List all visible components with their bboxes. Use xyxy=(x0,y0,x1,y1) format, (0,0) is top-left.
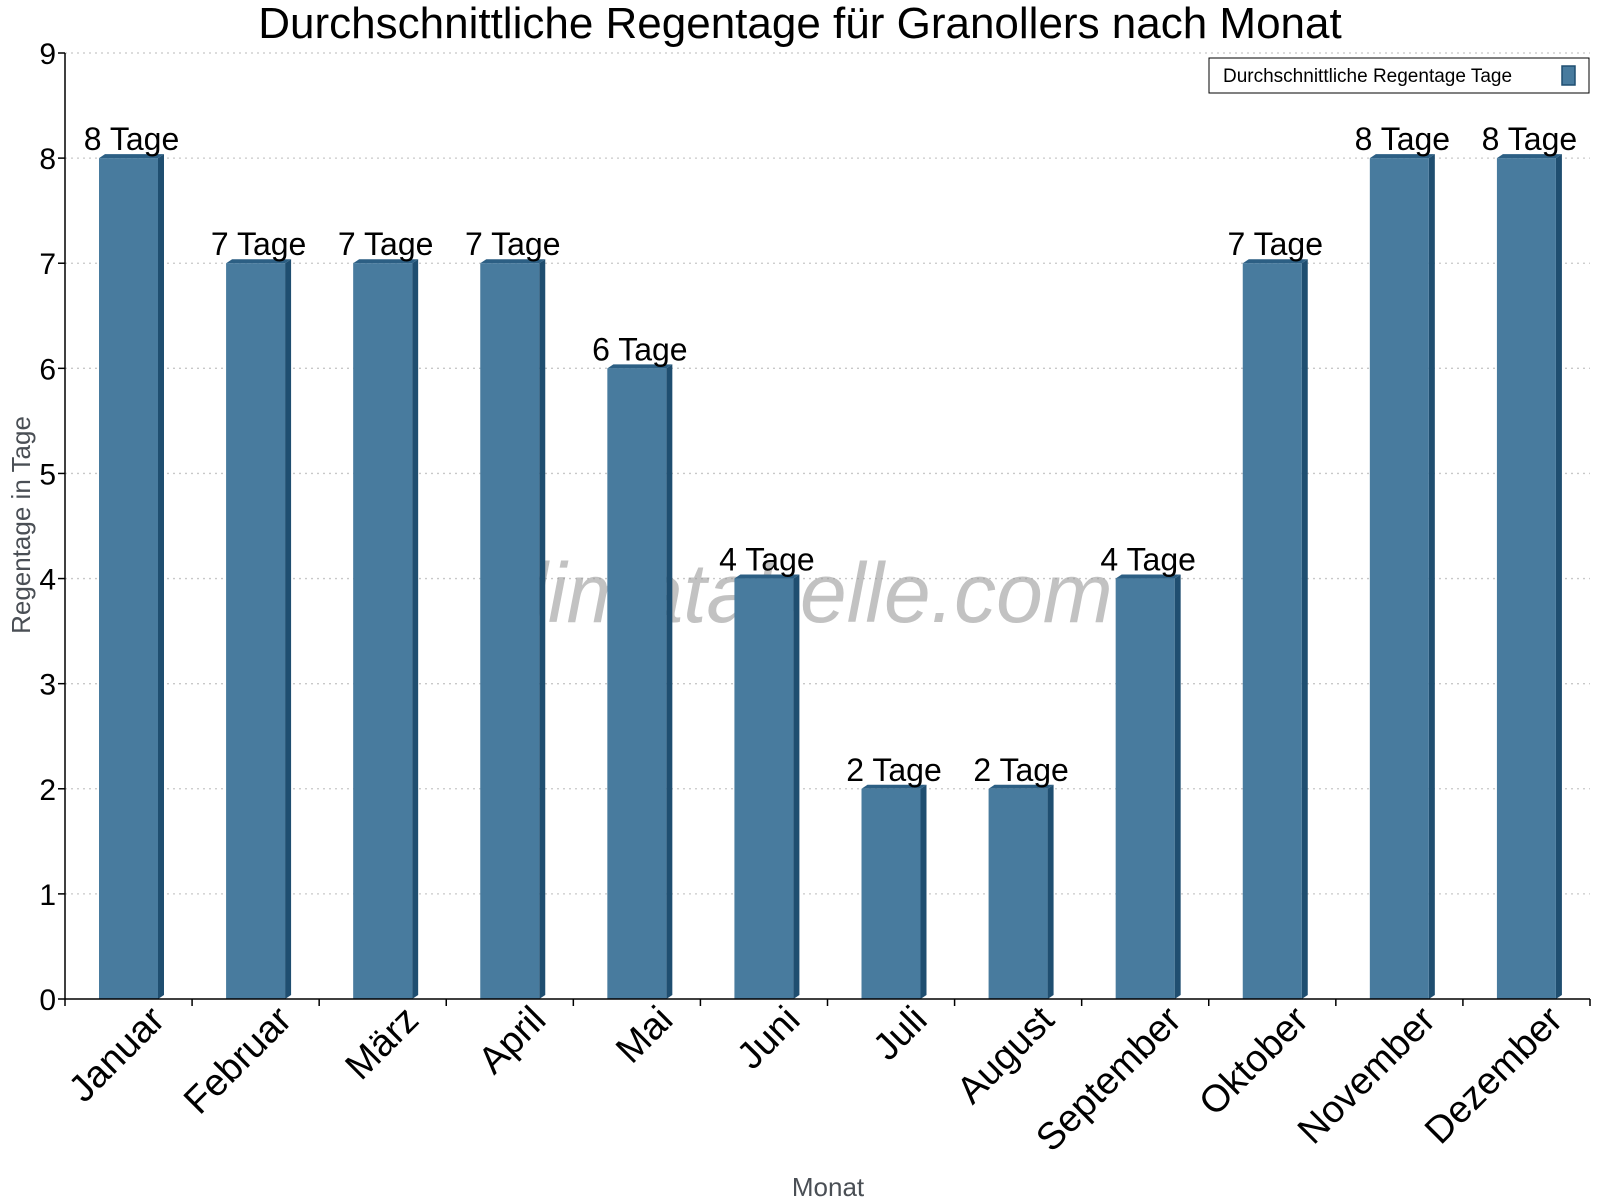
bar-top xyxy=(1242,259,1308,264)
grid-lines xyxy=(65,52,1590,895)
y-tick-label: 0 xyxy=(39,984,56,1017)
bar-top xyxy=(99,154,164,159)
data-label: 7 Tage xyxy=(1228,226,1324,262)
bar-front xyxy=(353,263,413,999)
bar-side xyxy=(1428,154,1435,1000)
bar-top xyxy=(607,364,673,369)
bar-side xyxy=(412,259,419,999)
data-label: 2 Tage xyxy=(973,752,1069,788)
bar-front xyxy=(1242,263,1302,999)
bar-side xyxy=(1174,574,1181,999)
legend: Durchschnittliche Regentage Tage xyxy=(1208,57,1590,94)
bars xyxy=(99,154,1562,1000)
y-tick-label: 4 xyxy=(39,564,56,597)
data-label: 6 Tage xyxy=(592,331,688,367)
bar-side xyxy=(666,364,673,999)
bar xyxy=(353,259,419,999)
bar-side xyxy=(539,259,546,999)
x-tick-label: Juni xyxy=(729,999,808,1078)
y-tick-label: 5 xyxy=(39,458,56,491)
bar-side xyxy=(793,574,800,999)
bar xyxy=(734,574,800,999)
bar-front xyxy=(988,788,1048,999)
bar-top xyxy=(353,259,419,264)
bar-top xyxy=(480,259,546,264)
bar-front xyxy=(1115,578,1175,999)
legend-box xyxy=(1208,57,1590,94)
bar-front xyxy=(861,788,921,999)
y-tick-label: 3 xyxy=(39,669,56,702)
bar xyxy=(861,784,927,999)
bar-front xyxy=(480,263,540,999)
watermark: klimatabelle.com xyxy=(487,546,1113,640)
y-tick-label: 7 xyxy=(39,248,56,281)
x-tick-label: April xyxy=(471,999,554,1082)
x-tick-label: März xyxy=(338,999,427,1088)
bar-top xyxy=(226,259,292,264)
bar-front xyxy=(226,263,286,999)
bar xyxy=(1496,154,1562,1000)
x-tick-label: Oktober xyxy=(1191,998,1317,1124)
data-label: 8 Tage xyxy=(1482,121,1578,157)
bar-front xyxy=(607,368,667,999)
x-tick-label: August xyxy=(949,998,1063,1112)
data-label: 4 Tage xyxy=(719,542,815,578)
data-label: 2 Tage xyxy=(846,752,942,788)
legend-label: Durchschnittliche Regentage Tage xyxy=(1223,66,1512,87)
bar xyxy=(1369,154,1435,1000)
data-label: 8 Tage xyxy=(84,121,180,157)
data-labels: 8 Tage 7 Tage 7 Tage 7 Tage 6 Tage 4 Tage 2 Ta… xyxy=(84,121,1577,788)
bar-top xyxy=(1115,574,1181,579)
x-tick-label: Januar xyxy=(61,998,173,1110)
bar-side xyxy=(285,259,292,999)
data-label: 7 Tage xyxy=(211,226,307,262)
data-label: 7 Tage xyxy=(465,226,561,262)
data-label: 4 Tage xyxy=(1100,542,1196,578)
bar-front xyxy=(1369,158,1429,1000)
x-tick-label: November xyxy=(1290,998,1444,1152)
x-axis-title: Monat xyxy=(792,1172,865,1200)
bar-top xyxy=(988,784,1054,789)
x-tick-label: Mai xyxy=(608,999,681,1072)
bar-front xyxy=(1496,158,1556,1000)
bar xyxy=(1242,259,1308,999)
bar xyxy=(99,154,164,1000)
y-tick-label: 6 xyxy=(39,353,56,386)
x-tick-label: Dezember xyxy=(1417,998,1571,1152)
bar-top xyxy=(734,574,800,579)
y-axis-title: Regentage in Tage xyxy=(6,416,36,634)
bar xyxy=(988,784,1054,999)
bar-top xyxy=(1496,154,1562,159)
bar-side xyxy=(158,154,164,1000)
bar xyxy=(607,364,673,999)
bar-top xyxy=(1369,154,1435,159)
data-label: 8 Tage xyxy=(1355,121,1451,157)
chart-title: Durchschnittliche Regentage für Granolle… xyxy=(258,0,1341,48)
y-tick-label: 9 xyxy=(39,38,56,71)
bar-top xyxy=(861,784,927,789)
bar-front xyxy=(734,578,794,999)
x-tick-label: Februar xyxy=(176,998,300,1122)
y-tick-label: 2 xyxy=(39,774,56,807)
y-tick-label: 1 xyxy=(39,879,56,912)
y-tick-label: 8 xyxy=(39,143,56,176)
bar-side xyxy=(1047,784,1054,999)
bar-side xyxy=(920,784,927,999)
bar xyxy=(480,259,546,999)
legend-swatch xyxy=(1561,65,1576,86)
bar-side xyxy=(1301,259,1308,999)
x-tick-label: Juli xyxy=(865,999,935,1069)
bar-side xyxy=(1555,154,1562,1000)
bar xyxy=(1115,574,1181,999)
data-label: 7 Tage xyxy=(338,226,434,262)
bar-front xyxy=(99,158,158,1000)
bar xyxy=(226,259,292,999)
